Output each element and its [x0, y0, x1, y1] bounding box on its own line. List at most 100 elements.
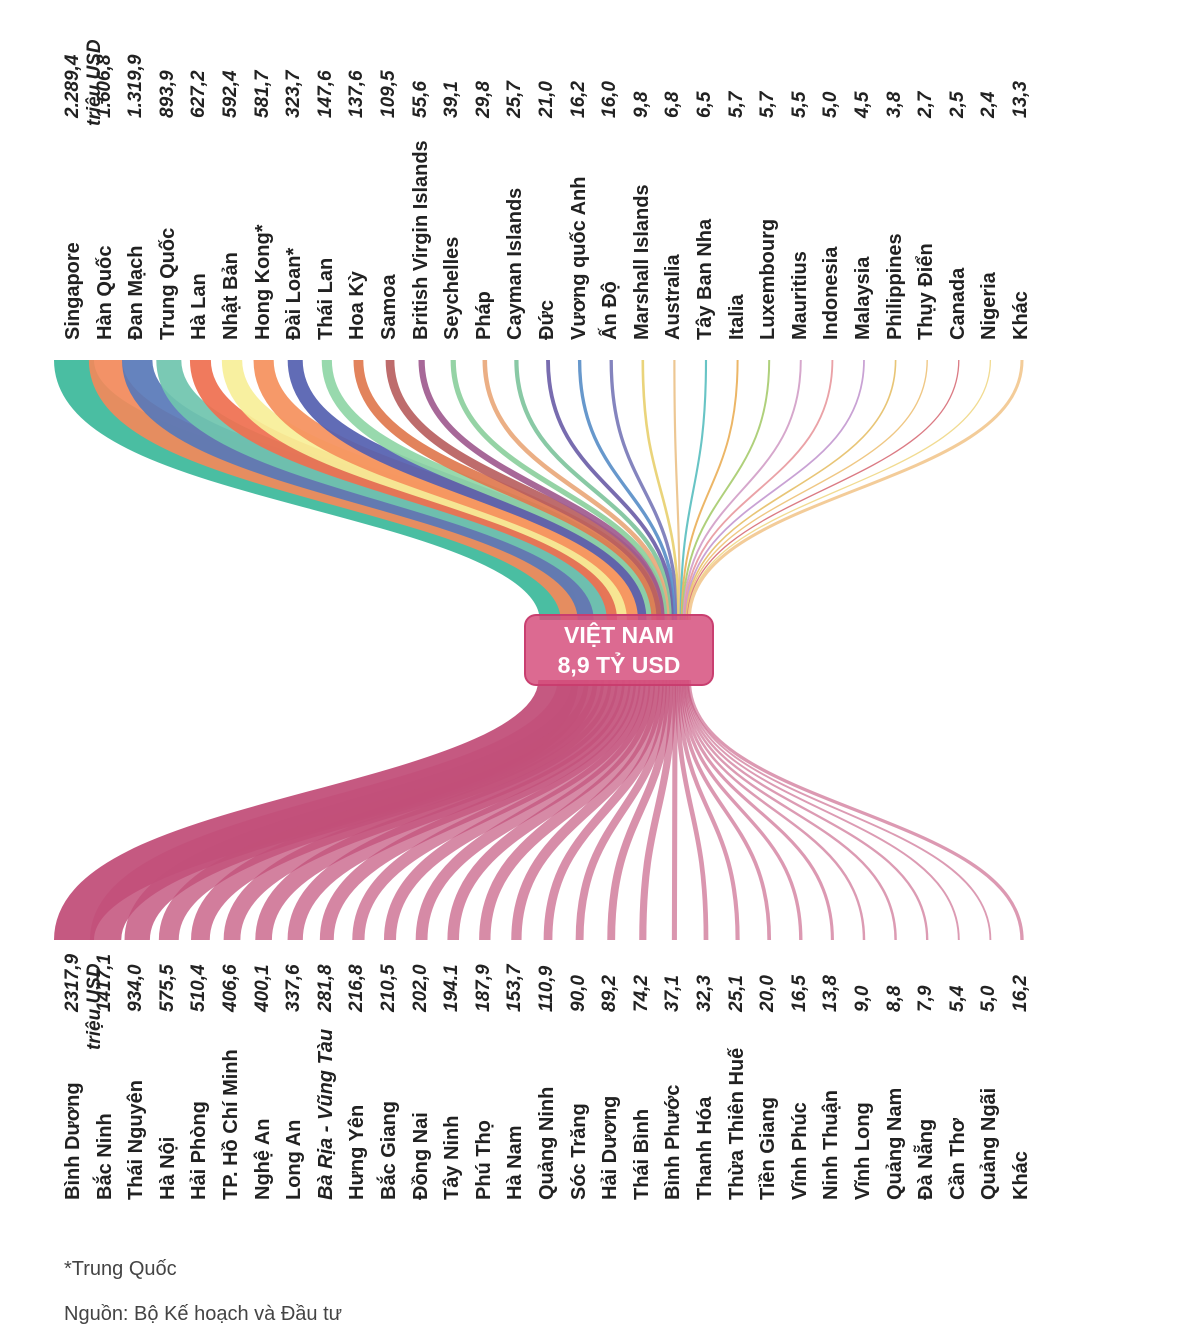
- source-name-nhat-ban: Nhật Bản: [220, 252, 242, 340]
- target-flow-tien-giang: [678, 679, 772, 941]
- target-name-thua-thien-hue: Thừa Thiên Huế: [725, 1047, 748, 1200]
- target-value-ha-noi: 575,5: [156, 964, 178, 1012]
- target-name-ninh-thuan: Ninh Thuận: [820, 1090, 843, 1200]
- target-flow-thai-binh: [639, 679, 677, 941]
- source-value-luxembourg: 5,7: [757, 91, 779, 118]
- target-value-ha-nam: 153,7: [504, 964, 526, 1012]
- source-flow-mauritius: [682, 359, 802, 621]
- target-value-thai-nguyen: 934,0: [125, 964, 147, 1012]
- target-value-thua-thien-hue: 25,1: [725, 975, 747, 1012]
- source-value-cayman-islands: 25,7: [504, 81, 526, 118]
- target-name-soc-trang: Sóc Trăng: [567, 1103, 590, 1200]
- target-name-bac-ninh: Bắc Ninh: [93, 1113, 116, 1200]
- source-value-ha-lan: 627,2: [188, 70, 210, 118]
- target-value-khac: 16,2: [1010, 975, 1031, 1012]
- source-name-canada: Canada: [946, 267, 969, 340]
- source-name-philippines: Philippines: [883, 233, 906, 340]
- target-name-ba-ria-vung-tau: Bà Rịa - Vũng Tàu: [314, 1028, 337, 1200]
- target-name-bac-giang: Bắc Giang: [378, 1101, 400, 1200]
- target-value-quang-nam: 8,8: [883, 985, 905, 1012]
- target-name-tp-ho-chi-minh: TP. Hồ Chí Minh: [220, 1049, 242, 1200]
- target-flow-thua-thien-hue: [676, 679, 740, 941]
- target-value-ba-ria-vung-tau: 281,8: [314, 964, 336, 1012]
- source-flow-malaysia: [684, 359, 865, 621]
- source-value-mauritius: 5,5: [788, 91, 810, 118]
- target-name-thai-binh: Thái Bình: [630, 1108, 653, 1200]
- target-name-dong-nai: Đồng Nai: [409, 1112, 432, 1200]
- source-flow-cayman-islands: [514, 359, 674, 621]
- source-value-hong-kong: 581,7: [251, 70, 273, 118]
- source-name-duc: Đức: [536, 299, 558, 340]
- source-name-mauritius: Mauritius: [788, 251, 811, 340]
- target-value-dong-nai: 202,0: [409, 964, 431, 1012]
- vietnam-hub: VIỆT NAM 8,9 TỶ USD: [524, 614, 714, 686]
- target-name-hung-yen: Hưng Yên: [346, 1104, 369, 1200]
- source-name-singapore: Singapore: [62, 242, 84, 340]
- source-flow-italia: [680, 359, 739, 621]
- target-name-quang-ninh: Quảng Ninh: [536, 1086, 558, 1200]
- target-name-hai-phong: Hải Phòng: [188, 1101, 211, 1200]
- target-flow-hai-duong: [607, 679, 674, 941]
- source-flow-samoa: [385, 359, 666, 621]
- target-value-can-tho: 5,4: [946, 985, 968, 1012]
- source-flow-dai-loan: [287, 359, 654, 621]
- source-flow-nigeria: [687, 359, 992, 621]
- target-flow-phu-tho: [479, 679, 660, 941]
- source-value-an-do: 16,0: [599, 81, 621, 118]
- target-flows: [54, 677, 1024, 943]
- target-name-tien-giang: Tiền Giang: [757, 1097, 780, 1200]
- target-flow-vinh-phuc: [680, 679, 803, 941]
- source-name-thai-lan: Thái Lan: [314, 257, 337, 340]
- source-value-trung-quoc: 893,9: [156, 70, 178, 118]
- target-flow-khac: [687, 679, 1024, 941]
- source-name-thuy-dien: Thụy Điển: [915, 243, 938, 340]
- source-flow-seychelles: [450, 359, 670, 621]
- source-name-vuong-quoc-anh: Vương quốc Anh: [567, 176, 590, 341]
- target-name-ha-noi: Hà Nội: [156, 1136, 179, 1200]
- source-name-samoa: Samoa: [378, 274, 400, 340]
- source-name-trung-quoc: Trung Quốc: [156, 227, 179, 340]
- source-value-australia: 6,8: [662, 91, 684, 118]
- source-flow-khac: [687, 359, 1024, 621]
- source-value-khac: 13,3: [1010, 81, 1031, 118]
- target-value-thai-binh: 74,2: [630, 975, 652, 1012]
- target-value-thanh-hoa: 32,3: [694, 975, 715, 1012]
- target-name-thanh-hoa: Thanh Hóa: [694, 1096, 716, 1200]
- target-value-quang-ninh: 110,9: [536, 965, 557, 1012]
- source-name-cayman-islands: Cayman Islands: [504, 187, 527, 340]
- source-value-duc: 21,0: [536, 81, 557, 118]
- source-flow-hoa-ky: [353, 359, 662, 621]
- target-name-can-tho: Cần Thơ: [946, 1118, 969, 1200]
- source-value-marshall-islands: 9,8: [630, 91, 652, 118]
- target-name-hai-duong: Hải Dương: [599, 1095, 622, 1200]
- target-value-tay-ninh: 194.1: [441, 964, 463, 1012]
- source-flow-thuy-dien: [686, 359, 928, 621]
- source-note: Nguồn: Bộ Kế hoạch và Đầu tư: [64, 1303, 343, 1325]
- source-value-hoa-ky: 137,6: [346, 70, 368, 118]
- target-flow-quang-ngai: [687, 679, 992, 941]
- source-name-dan-mach: Đan Mạch: [125, 245, 148, 340]
- source-flow-luxembourg: [681, 359, 771, 621]
- target-flow-ha-nam: [511, 679, 664, 941]
- target-value-tien-giang: 20,0: [757, 975, 779, 1012]
- target-name-da-nang: Đà Nẵng: [915, 1118, 938, 1200]
- source-value-samoa: 109,5: [378, 70, 399, 118]
- source-name-phap: Pháp: [472, 291, 495, 340]
- source-flows: [54, 357, 1024, 623]
- target-value-da-nang: 7,9: [915, 985, 937, 1012]
- source-name-luxembourg: Luxembourg: [757, 218, 780, 340]
- target-value-phu-tho: 187,9: [472, 964, 494, 1012]
- target-name-binh-phuoc: Bình Phước: [662, 1084, 685, 1200]
- target-value-vinh-phuc: 16,5: [788, 975, 810, 1012]
- source-value-indonesia: 5,0: [820, 91, 842, 118]
- target-flow-binh-phuoc: [671, 679, 678, 941]
- source-name-malaysia: Malaysia: [852, 256, 874, 340]
- source-value-dai-loan: 323,7: [283, 70, 305, 118]
- source-value-thuy-dien: 2,7: [915, 91, 937, 118]
- source-flow-an-do: [609, 359, 679, 621]
- source-flow-australia: [673, 359, 681, 621]
- source-value-thai-lan: 147,6: [314, 70, 336, 118]
- source-value-dan-mach: 1.319,9: [125, 54, 147, 118]
- source-name-italia: Italia: [725, 294, 748, 340]
- target-value-binh-phuoc: 37,1: [662, 975, 684, 1012]
